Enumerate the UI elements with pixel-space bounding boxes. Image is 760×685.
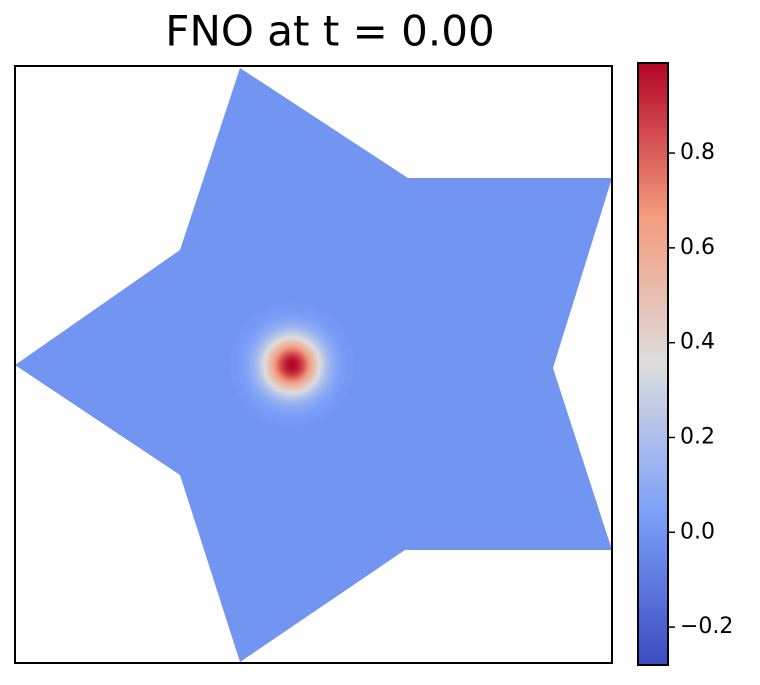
- colorbar-tick-label: −0.2: [680, 614, 733, 639]
- colorbar-tick-label: 0.0: [680, 519, 715, 544]
- chart-title: FNO at t = 0.00: [165, 7, 494, 56]
- colorbar: [637, 62, 669, 666]
- plot-area: [15, 68, 612, 662]
- axes-frame: [14, 65, 613, 664]
- colorbar-tick-label: 0.8: [680, 140, 715, 165]
- colorbar-tick-label: 0.6: [680, 235, 715, 260]
- colorbar-tick-label: 0.4: [680, 330, 715, 355]
- colorbar-tick-label: 0.2: [680, 424, 715, 449]
- peak-field: [230, 303, 354, 427]
